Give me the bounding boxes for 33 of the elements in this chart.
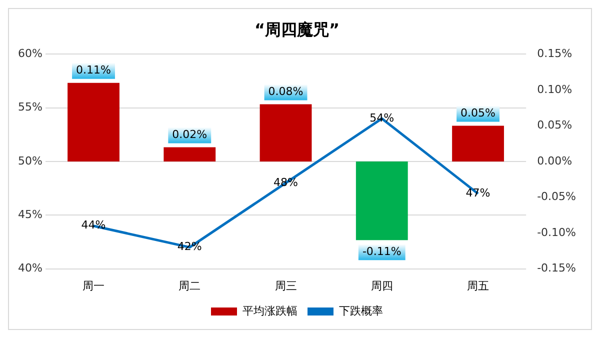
legend-label: 下跌概率 xyxy=(339,304,383,318)
y2-tick-label: -0.15% xyxy=(537,262,576,275)
y2-tick-label: 0.15% xyxy=(537,47,572,60)
data-label: 0.11% xyxy=(76,64,111,77)
x-tick-label: 周一 xyxy=(82,279,105,292)
x-tick-label: 周五 xyxy=(467,279,490,292)
bar xyxy=(356,162,408,240)
y2-tick-label: 0.00% xyxy=(537,154,572,168)
data-label: 0.08% xyxy=(268,85,304,98)
x-tick-label: 周三 xyxy=(274,279,297,292)
x-tick-label: 周二 xyxy=(178,279,201,292)
data-label: -0.11% xyxy=(362,245,402,258)
y2-tick-label: 0.05% xyxy=(537,118,572,132)
legend-label: 平均涨跌幅 xyxy=(242,304,298,318)
y-tick-label: 50% xyxy=(18,154,42,168)
bar xyxy=(260,104,312,162)
bar xyxy=(164,147,216,162)
chart-title: “周四魔咒” xyxy=(254,20,340,39)
data-label: 0.02% xyxy=(172,128,208,142)
y2-tick-label: 0.10% xyxy=(537,82,572,96)
y-tick-label: 55% xyxy=(18,100,42,114)
data-label: 44% xyxy=(81,218,106,232)
data-label: 47% xyxy=(466,186,490,200)
bar xyxy=(68,82,120,162)
data-label: 54% xyxy=(370,111,394,124)
y-tick-label: 40% xyxy=(18,262,42,275)
data-label: 0.05% xyxy=(460,106,496,120)
y-tick-label: 45% xyxy=(18,208,42,222)
y2-tick-label: -0.10% xyxy=(537,226,576,239)
y-tick-label: 60% xyxy=(18,47,42,60)
bar xyxy=(452,126,504,162)
x-tick-label: 周四 xyxy=(370,279,393,292)
y2-tick-label: -0.05% xyxy=(537,190,576,204)
